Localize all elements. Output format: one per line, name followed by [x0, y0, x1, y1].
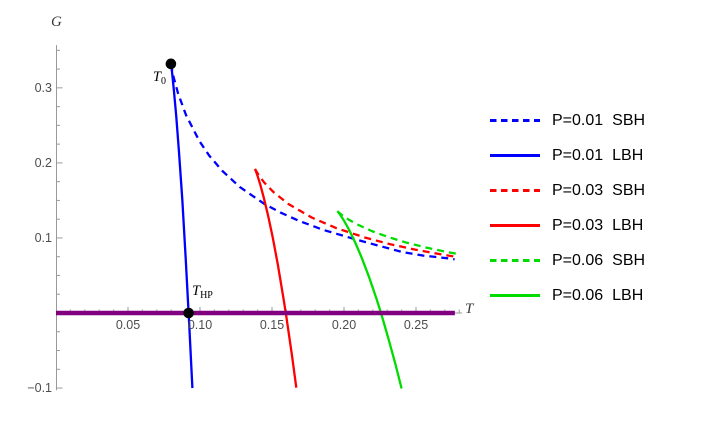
point-THP — [183, 307, 194, 319]
x-tick-label-0.25: 0.25 — [403, 318, 429, 332]
legend-label: P=0.01 LBH — [552, 146, 644, 164]
legend-label: P=0.01 SBH — [552, 111, 646, 129]
curve-P=0.06-SBH — [336, 210, 457, 255]
curve-P=0.03-SBH — [253, 168, 456, 258]
annotation-thp: THP — [192, 283, 213, 301]
x-axis-label: T — [465, 301, 474, 317]
legend-entry-p001-sbh: P=0.01 SBH — [490, 103, 700, 138]
legend-label: P=0.06 LBH — [552, 286, 644, 304]
y-tick-label-neg-0.1: −0.1 — [27, 381, 52, 395]
legend-line-sample-green-dashed — [490, 259, 540, 262]
curve-P=0.06-LBH — [336, 210, 403, 389]
legend-line-sample-red-dashed — [490, 189, 540, 192]
legend-entry-p001-lbh: P=0.01 LBH — [490, 138, 700, 173]
x-tick-label-0.10: 0.10 — [187, 318, 213, 332]
y-tick-label-0.2: 0.2 — [34, 156, 52, 170]
legend-line-sample-blue-dashed — [490, 119, 540, 122]
legend-line-sample-green-solid — [490, 294, 540, 297]
x-tick-label-0.05: 0.05 — [115, 318, 141, 332]
legend-entry-p003-sbh: P=0.03 SBH — [490, 173, 700, 208]
legend-label: P=0.03 LBH — [552, 216, 644, 234]
legend-label: P=0.03 SBH — [552, 181, 646, 199]
legend-line-sample-blue-solid — [490, 154, 540, 157]
point-T0 — [165, 58, 177, 70]
y-tick-label-0.1: 0.1 — [34, 231, 52, 245]
legend: P=0.01 SBH P=0.01 LBH P=0.03 SBH P=0.03 LBH … — [490, 103, 700, 313]
curve-P=0.03-LBH — [253, 168, 298, 388]
curve-P=0.01-LBH — [169, 63, 194, 389]
legend-entry-p006-sbh: P=0.06 SBH — [490, 243, 700, 278]
curve-P=0.01-SBH — [169, 63, 455, 261]
y-axis-label: G — [51, 14, 62, 30]
x-tick-label-0.15: 0.15 — [259, 318, 285, 332]
y-tick-label-0.3: 0.3 — [34, 81, 52, 95]
x-tick-label-0.20: 0.20 — [331, 318, 357, 332]
legend-label: P=0.06 SBH — [552, 251, 646, 269]
legend-entry-p003-lbh: P=0.03 LBH — [490, 208, 700, 243]
legend-entry-p006-lbh: P=0.06 LBH — [490, 278, 700, 313]
annotation-t0: T0 — [152, 69, 166, 87]
legend-line-sample-red-solid — [490, 224, 540, 227]
